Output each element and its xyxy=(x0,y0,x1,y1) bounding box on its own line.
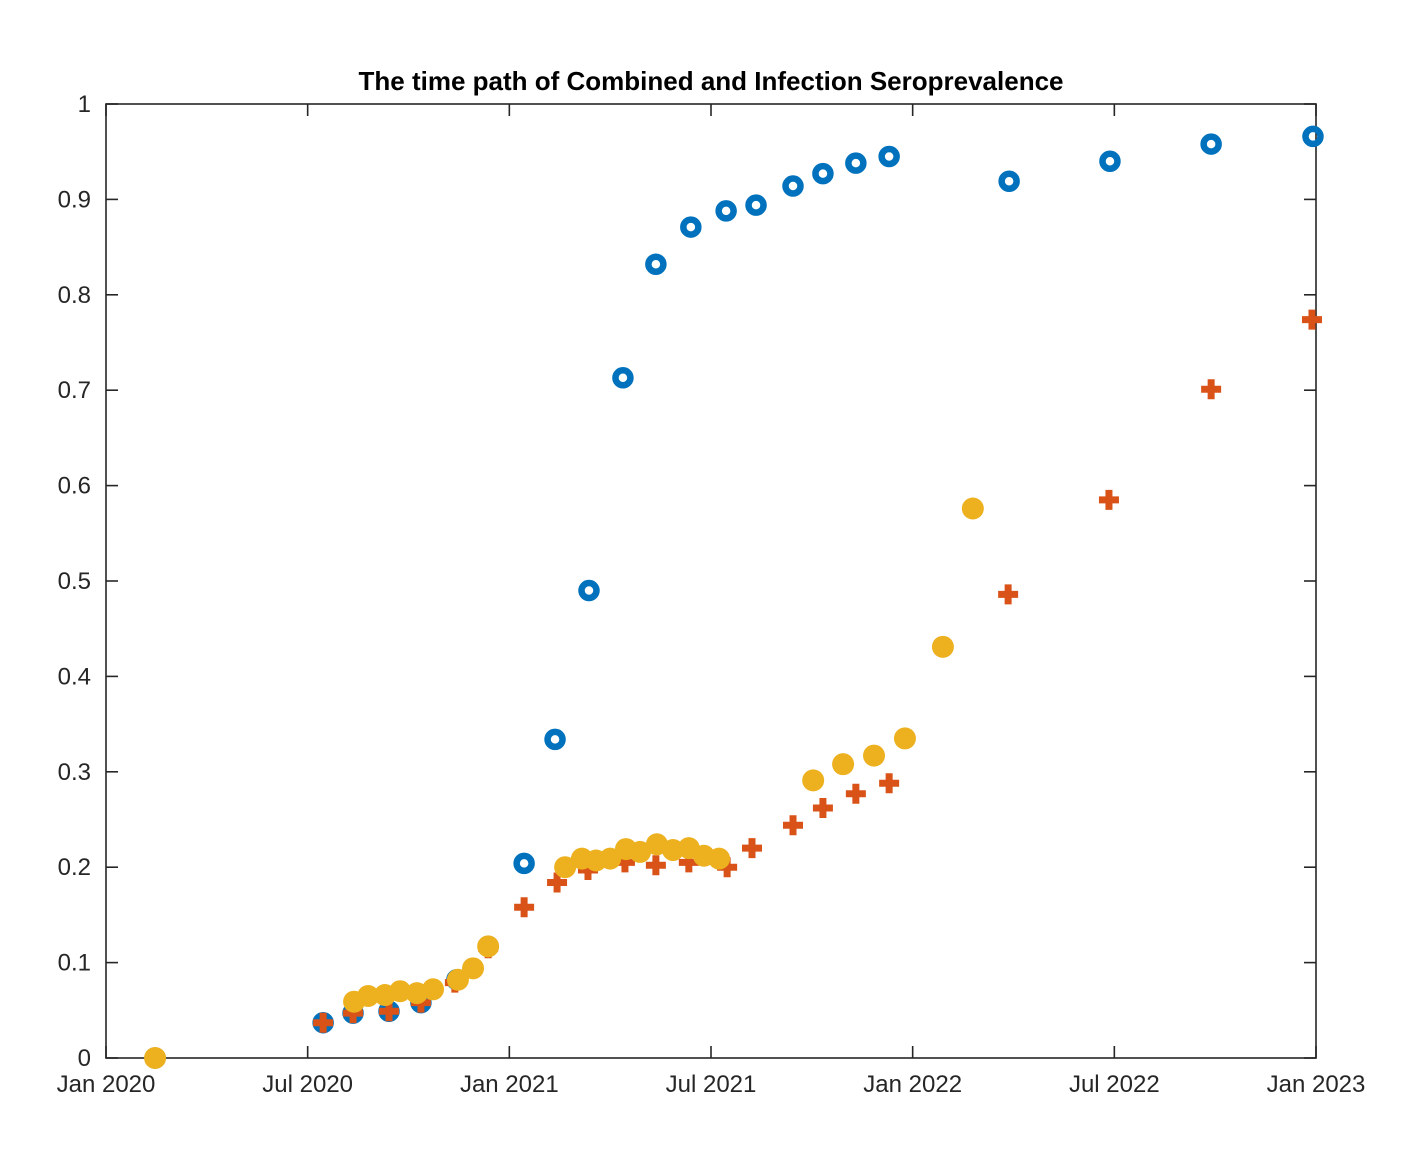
data-point-filled-circle xyxy=(893,727,916,750)
data-point-plus xyxy=(1201,379,1222,400)
data-point-filled-circle xyxy=(357,984,380,1007)
y-tick-label: 0.9 xyxy=(58,186,91,213)
data-point-filled-circle xyxy=(477,935,500,958)
x-tick-label: Jul 2021 xyxy=(666,1071,757,1098)
data-point-open-circle xyxy=(680,216,702,238)
x-tick-label: Jan 2020 xyxy=(57,1071,156,1098)
data-point-filled-circle xyxy=(599,847,622,870)
y-tick-label: 0.8 xyxy=(58,282,91,309)
data-point-filled-circle xyxy=(832,753,855,776)
data-point-plus xyxy=(313,1012,334,1033)
data-point-plus xyxy=(879,773,900,794)
x-tick-label: Jul 2022 xyxy=(1069,1071,1160,1098)
y-tick-label: 0.1 xyxy=(58,950,91,977)
axes-box xyxy=(105,103,1317,1059)
data-point-plus xyxy=(645,855,666,876)
chart-title: The time path of Combined and Infection … xyxy=(358,66,1064,96)
data-point-plus xyxy=(998,584,1019,605)
y-tick-label: 0.7 xyxy=(58,377,91,404)
data-point-filled-circle xyxy=(629,840,652,863)
series-infection-seroprevalence-orange-plus xyxy=(145,309,1322,1068)
data-point-open-circle xyxy=(1302,125,1324,148)
data-point-filled-circle xyxy=(708,847,731,870)
data-point-filled-circle xyxy=(446,968,469,991)
data-point-open-circle xyxy=(812,162,834,185)
data-point-plus xyxy=(547,872,568,893)
data-point-open-circle xyxy=(845,152,867,174)
data-point-filled-circle xyxy=(802,769,825,792)
data-point-filled-circle xyxy=(422,978,445,1001)
data-point-filled-circle xyxy=(144,1047,167,1069)
data-point-open-circle xyxy=(745,194,767,216)
data-point-open-circle xyxy=(1099,150,1121,172)
data-point-filled-circle xyxy=(961,497,984,520)
y-tick-label: 0.2 xyxy=(58,854,91,881)
x-tick-label: Jul 2020 xyxy=(262,1071,353,1098)
data-point-plus xyxy=(783,815,804,836)
y-tick-label: 0.6 xyxy=(58,473,91,500)
y-tick-label: 0.4 xyxy=(58,663,91,690)
y-tick-label: 1 xyxy=(78,91,91,118)
data-point-plus xyxy=(812,798,833,819)
data-point-open-circle xyxy=(782,175,804,197)
series-combined-seroprevalence-blue-open-circles xyxy=(144,125,1324,1069)
data-point-open-circle xyxy=(645,253,667,276)
y-tick-label: 0 xyxy=(78,1045,91,1072)
tick-marks xyxy=(105,103,1317,1059)
data-point-open-circle xyxy=(1200,133,1222,155)
data-point-plus xyxy=(1098,489,1119,510)
data-point-open-circle xyxy=(544,728,566,751)
data-point-filled-circle xyxy=(931,635,954,658)
data-point-filled-circle xyxy=(554,856,577,879)
data-point-open-circle xyxy=(998,170,1020,193)
data-point-plus xyxy=(1301,309,1322,330)
data-point-plus xyxy=(845,783,866,804)
y-tick-label: 0.3 xyxy=(58,759,91,786)
data-point-open-circle xyxy=(878,145,900,168)
data-point-open-circle xyxy=(715,200,737,222)
data-point-filled-circle xyxy=(389,980,412,1003)
series-yellow-filled-circles xyxy=(144,497,984,1069)
y-tick-label: 0.5 xyxy=(58,568,91,595)
data-point-filled-circle xyxy=(462,957,485,980)
data-point-open-circle xyxy=(612,367,634,389)
tick-labels: Jan 2020 Jul 2020 Jan 2021 Jul 2021 Jan 2022… xyxy=(57,91,1366,1098)
data-point-open-circle xyxy=(578,579,600,602)
x-tick-label: Jan 2021 xyxy=(460,1071,559,1098)
data-point-plus xyxy=(514,897,535,918)
data-point-open-circle xyxy=(513,852,535,875)
data-point-plus xyxy=(742,838,763,859)
data-point-filled-circle xyxy=(863,744,886,767)
x-tick-label: Jan 2023 xyxy=(1267,1071,1366,1098)
x-tick-label: Jan 2022 xyxy=(863,1071,962,1098)
